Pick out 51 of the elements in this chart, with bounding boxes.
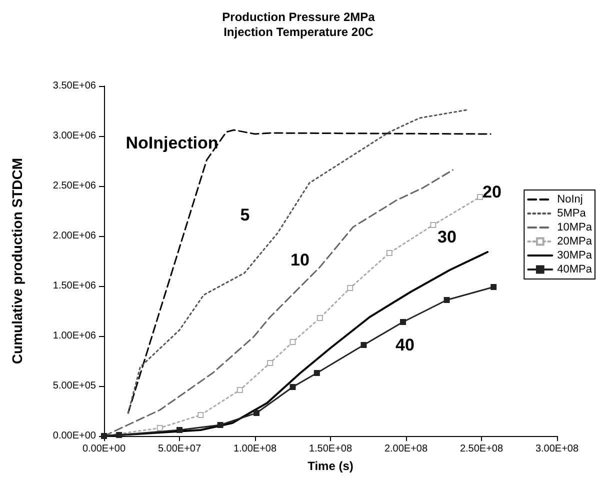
point [290,384,296,390]
x-tick-label: 1.00E+08 [233,444,277,454]
annotation: 20 [482,182,502,202]
legend-label: NoInj [557,194,583,206]
point [254,410,260,416]
y-tick-label: 2.50E+06 [52,180,96,192]
point [316,315,323,321]
legend-label: 30MPa [557,250,593,262]
annotation: NoInjection [126,134,218,152]
point [386,250,392,256]
y-tick-label: 3.00E+06 [52,130,96,142]
point [176,427,182,433]
point [236,387,243,393]
annotation: 5 [240,206,250,224]
y-tick-label: 1.50E+06 [52,280,96,292]
x-tick-label: 2.00E+08 [384,444,428,454]
point [430,222,436,228]
chart-title: Production Pressure 2MPa [222,10,376,24]
point [347,285,354,291]
legend-label: 5MPa [557,208,587,220]
x-axis-title: Time (s) [308,459,354,473]
point [290,339,296,345]
annotation: 40 [396,336,414,354]
x-tick-label: 0.00E+00 [82,444,126,454]
chart-subtitle: Injection Temperature 20C [224,25,374,39]
point [444,297,450,303]
x-tick-label: 2.50E+08 [460,444,504,454]
legend-label: 20MPa [557,236,593,248]
annotation: 10 [290,250,310,270]
x-tick-label: 5.00E+07 [158,444,202,454]
y-tick-label: 1.00E+06 [52,330,96,342]
annotation: 30 [438,228,456,246]
point [490,284,497,290]
y-tick-label: 5.00E+05 [52,380,96,392]
point [360,342,367,348]
point [156,425,163,431]
point [198,412,204,418]
legend-label: 40MPa [557,264,593,276]
y-axis-title: Cumulative production STDCM [9,158,25,364]
point [267,360,274,366]
y-tick-label: 2.00E+06 [52,230,96,242]
x-tick-label: 3.00E+08 [535,444,579,454]
point [314,370,320,376]
point [476,194,483,200]
x-tick-label: 1.50E+08 [308,444,352,454]
point [400,319,406,325]
y-tick-label: 3.50E+06 [52,80,96,92]
point [217,422,224,428]
y-tick-label: 0.00E+00 [52,430,96,442]
legend-label: 10MPa [557,222,593,234]
point [116,432,122,438]
